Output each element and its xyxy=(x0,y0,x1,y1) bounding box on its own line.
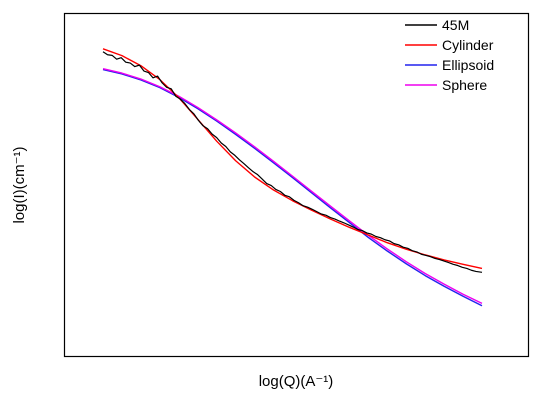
y-axis-label: log(I)(cm⁻¹) xyxy=(11,146,28,223)
legend-label-sphere: Sphere xyxy=(442,77,487,93)
plot-frame xyxy=(63,12,530,358)
legend-label-cylinder: Cylinder xyxy=(442,37,494,53)
series-layer xyxy=(102,48,483,307)
legend-label-ellipsoid: Ellipsoid xyxy=(442,57,494,73)
series-line-45m xyxy=(102,51,483,273)
legend-label-45m: 45M xyxy=(442,17,469,33)
series-line-ellipsoid xyxy=(102,68,483,307)
legend: 45M Cylinder Ellipsoid Sphere xyxy=(405,17,494,93)
series-line-cylinder xyxy=(102,48,483,270)
x-axis-label: log(Q)(A⁻¹) xyxy=(259,373,334,390)
series-line-sphere xyxy=(102,67,483,305)
